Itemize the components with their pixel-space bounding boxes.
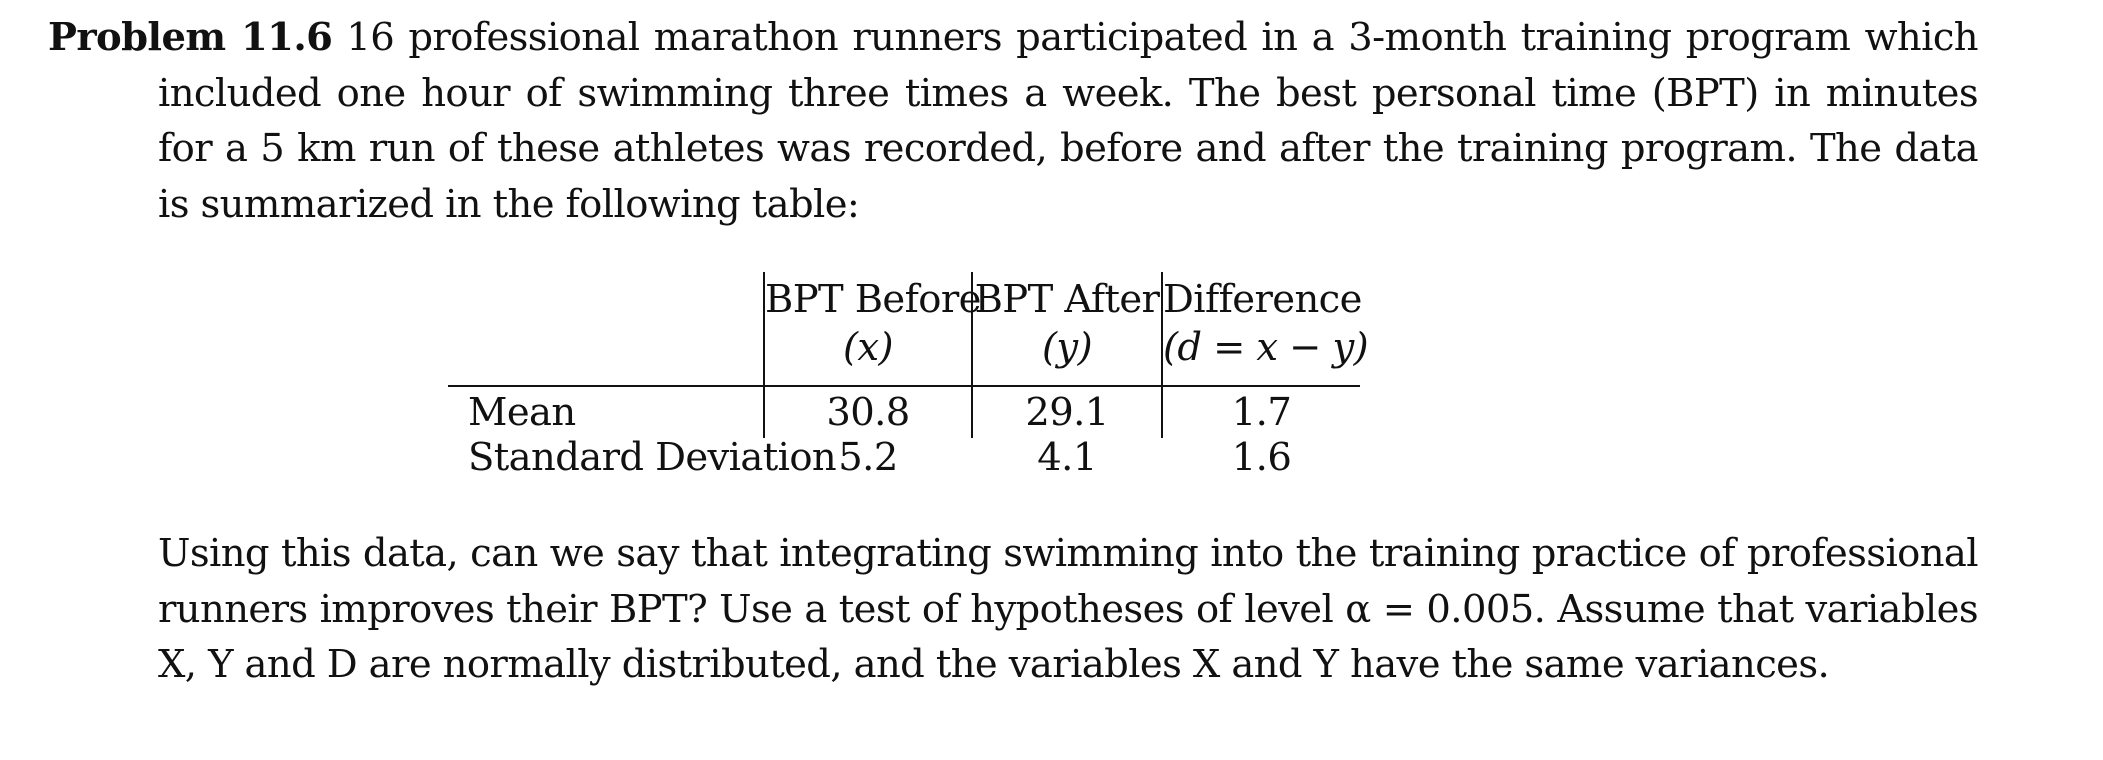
table-vertical-rule [971, 272, 973, 438]
problem-intro-text: 16 professional marathon runners partici… [158, 15, 1979, 227]
table-cell: 5.2 [838, 435, 898, 480]
table-vertical-rule [1161, 272, 1163, 438]
table-cell: 1.7 [1231, 390, 1292, 435]
table-cell: 30.8 [826, 390, 910, 435]
row-label-standard-deviation: Standard Deviation [468, 435, 837, 480]
column-header-before: BPT Before [765, 277, 981, 322]
problem-page: Problem 11.6 16 professional marathon run… [48, 10, 1979, 693]
summary-table: BPT Before (x) BPT After (y) Difference … [448, 272, 1688, 482]
table-cell: 29.1 [1025, 390, 1109, 435]
problem-intro-paragraph: Problem 11.6 16 professional marathon run… [48, 10, 1979, 232]
column-subheader-before: (x) [843, 325, 894, 370]
table-header-rule [448, 385, 1360, 387]
column-header-after: BPT After [974, 277, 1160, 322]
column-subheader-difference: (d = x − y) [1163, 325, 1369, 370]
column-header-difference: Difference [1163, 277, 1362, 322]
table-cell: 4.1 [1037, 435, 1097, 480]
problem-label: Problem 11.6 [48, 15, 333, 60]
question-paragraph: Using this data, can we say that integra… [158, 531, 1979, 687]
table-vertical-rule [763, 272, 765, 438]
table-cell: 1.6 [1231, 435, 1292, 480]
column-subheader-after: (y) [1042, 325, 1093, 370]
row-label-mean: Mean [468, 390, 576, 435]
